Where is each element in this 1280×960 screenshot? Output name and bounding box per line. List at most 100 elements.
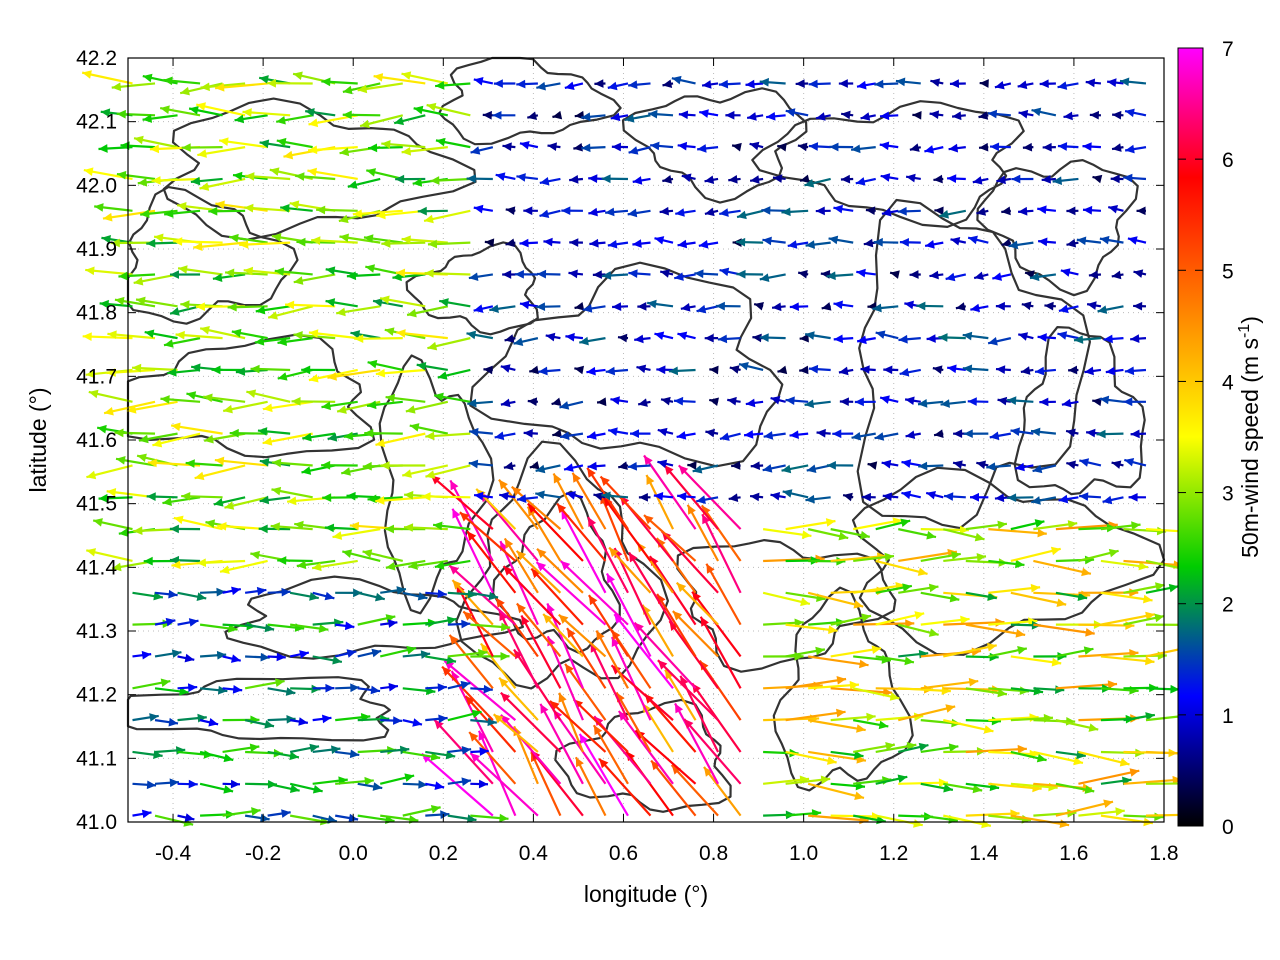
- wind-vector: [312, 591, 335, 601]
- wind-vector: [311, 559, 358, 572]
- wind-vector: [648, 109, 674, 119]
- wind-vector: [559, 431, 584, 441]
- wind-vector: [815, 206, 831, 216]
- wind-vector: [839, 397, 854, 407]
- wind-vector: [715, 301, 741, 311]
- wind-vector: [617, 333, 629, 343]
- wind-vector: [806, 464, 831, 473]
- wind-vector: [856, 268, 876, 278]
- wind-vector: [224, 496, 268, 510]
- wind-vector: [785, 518, 836, 531]
- wind-vector: [674, 272, 696, 281]
- wind-vector: [830, 750, 864, 760]
- contour-line: [405, 241, 539, 336]
- wind-vector: [135, 296, 178, 308]
- wind-vector: [662, 175, 674, 184]
- wind-vector: [177, 591, 207, 601]
- x-tick-label: 1.4: [969, 842, 999, 865]
- wind-vector: [826, 271, 854, 281]
- wind-vector: [898, 528, 937, 540]
- wind-vector: [842, 492, 854, 502]
- y-tick-label: 41.8: [76, 302, 117, 325]
- wind-vector: [484, 238, 495, 248]
- wind-vector: [805, 240, 831, 249]
- wind-vector: [1057, 81, 1079, 90]
- wind-vector: [402, 804, 441, 817]
- wind-vector: [675, 208, 696, 217]
- wind-vector: [274, 267, 313, 277]
- wind-vector: [781, 464, 809, 474]
- wind-vector: [239, 240, 291, 249]
- wind-vector: [875, 518, 911, 531]
- wind-vector: [116, 170, 156, 181]
- wind-vector: [111, 82, 156, 92]
- wind-vector: [1055, 680, 1118, 690]
- wind-vector: [401, 464, 449, 478]
- wind-vector: [731, 461, 741, 470]
- wind-vector: [402, 591, 428, 601]
- wind-vector: [696, 304, 719, 314]
- wind-vector: [943, 642, 997, 658]
- wind-vector: [321, 460, 358, 470]
- wind-vector: [425, 781, 445, 790]
- wind-vector: [659, 206, 674, 216]
- wind-vector: [516, 79, 538, 89]
- wind-vector: [1124, 457, 1147, 467]
- wind-vector: [709, 397, 719, 407]
- wind-vector: [357, 82, 403, 94]
- wind-vector: [316, 205, 358, 215]
- wind-vector: [1011, 174, 1034, 184]
- wind-vector: [477, 730, 517, 817]
- wind-vector: [965, 687, 1008, 698]
- wind-vector: [379, 295, 426, 308]
- wind-vector: [529, 461, 540, 470]
- wind-vector: [559, 400, 584, 410]
- wind-vector: [581, 112, 606, 122]
- wind-vector: [385, 559, 426, 571]
- wind-vector: [144, 329, 178, 340]
- wind-vector: [312, 745, 341, 755]
- wind-vector: [967, 235, 989, 245]
- wind-vector: [879, 111, 899, 121]
- wind-vector: [766, 111, 786, 121]
- x-tick-label: -0.4: [155, 842, 192, 865]
- wind-vector: [671, 75, 696, 85]
- y-axis-label: latitude (°): [25, 387, 51, 492]
- wind-vector: [199, 718, 219, 727]
- wind-vector: [804, 177, 831, 188]
- wind-vector: [994, 80, 1012, 90]
- wind-vector: [1033, 750, 1084, 766]
- wind-vector: [244, 719, 275, 729]
- wind-vector: [571, 472, 607, 530]
- wind-vector: [750, 461, 764, 471]
- wind-vector: [473, 491, 493, 501]
- x-axis-label: longitude (°): [584, 881, 708, 907]
- wind-vector: [1100, 521, 1141, 531]
- wind-vector: [301, 365, 336, 375]
- wind-vector: [898, 334, 921, 344]
- wind-vector: [687, 461, 697, 470]
- wind-vector: [515, 550, 562, 594]
- wind-vector: [904, 396, 921, 406]
- wind-vector: [470, 717, 497, 727]
- wind-vector: [547, 142, 561, 151]
- wind-vector: [375, 432, 426, 448]
- wind-vector: [1078, 548, 1119, 563]
- wind-vector: [929, 110, 944, 120]
- wind-vector: [152, 432, 201, 448]
- wind-vector: [574, 756, 607, 817]
- wind-vector: [854, 397, 876, 407]
- wind-vector: [586, 366, 606, 376]
- wind-vector: [1084, 366, 1102, 376]
- wind-vector: [920, 551, 961, 563]
- wind-vector: [138, 432, 178, 444]
- wind-vector: [596, 397, 607, 407]
- wind-vector: [826, 461, 854, 470]
- wind-vector: [516, 494, 539, 503]
- wind-vector: [645, 474, 675, 530]
- wind-vector: [1030, 427, 1057, 437]
- wind-vector: [1065, 428, 1079, 438]
- wind-vector: [656, 365, 674, 375]
- wind-vector: [972, 176, 989, 185]
- wind-vector: [367, 359, 404, 372]
